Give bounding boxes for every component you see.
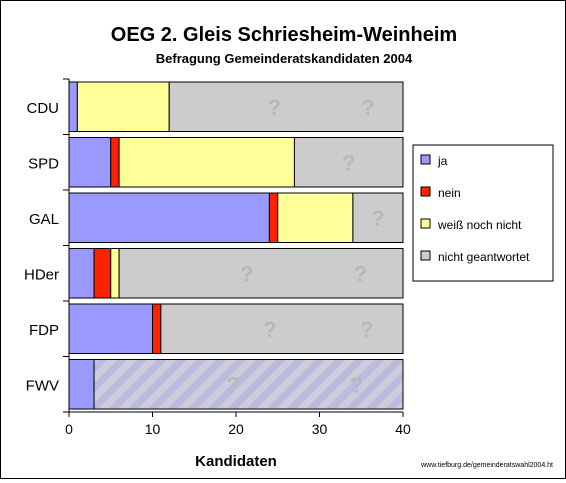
bar-gal-nein [268, 192, 279, 243]
bar-gal-nicht-geantwortet [352, 192, 404, 243]
category-label-hder: HDer [24, 266, 59, 283]
category-label-gal: GAL [29, 211, 59, 228]
unanswered-marker: ? [371, 206, 384, 231]
bar-hder-weiss-noch-nicht [110, 248, 120, 299]
bar-hder-nicht-geantwortet [118, 248, 404, 299]
legend-label-nicht-geantwortet: nicht geantwortet [438, 250, 530, 264]
bar-fdp-nein [152, 303, 162, 354]
bar-gal-ja [68, 192, 270, 243]
bar-spd-nein [110, 137, 120, 188]
unanswered-marker: ? [360, 317, 373, 342]
bar-spd-ja [68, 137, 112, 188]
bar-fwv-ja [68, 359, 95, 410]
unanswered-marker: ? [350, 372, 363, 397]
x-tick-label: 40 [395, 421, 411, 437]
category-label-cdu: CDU [27, 100, 60, 117]
bar-hder-nein [93, 248, 112, 299]
bar-cdu-nicht-geantwortet [168, 81, 404, 132]
category-label-fdp: FDP [29, 322, 59, 339]
unanswered-marker: ? [354, 261, 367, 286]
unanswered-marker: ? [342, 150, 355, 175]
legend-swatch-nicht-geantwortet [420, 250, 431, 261]
chart-subtitle: Befragung Gemeinderatskandidaten 2004 [156, 51, 413, 66]
legend-label-ja: ja [437, 154, 448, 168]
unanswered-marker: ? [226, 372, 239, 397]
unanswered-marker: ? [361, 95, 374, 120]
legend-swatch-weiss-noch-nicht [420, 218, 431, 229]
unanswered-marker: ? [268, 95, 281, 120]
legend-label-weiss-noch-nicht: weiß noch nicht [437, 218, 522, 232]
bar-fdp-nicht-geantwortet [160, 303, 404, 354]
bar-fdp-ja [68, 303, 153, 354]
bar-cdu-weiss-noch-nicht [76, 81, 170, 132]
category-label-spd: SPD [28, 155, 59, 172]
legend-swatch-nein [420, 186, 431, 197]
bar-fwv-nicht-geantwortet [93, 359, 404, 410]
legend: ja nein weiß noch nicht nicht geantwortet [412, 144, 554, 282]
bar-gal-weiss-noch-nicht [277, 192, 354, 243]
legend-swatch-ja [420, 154, 431, 165]
unanswered-marker: ? [240, 261, 253, 286]
bar-cdu-ja [68, 81, 78, 132]
legend-label-nein: nein [438, 186, 461, 200]
x-tick-label: 20 [228, 421, 244, 437]
x-tick-label: 0 [65, 421, 73, 437]
x-tick-label: 30 [312, 421, 328, 437]
category-label-fwv: FWV [26, 377, 59, 394]
x-tick-label: 10 [145, 421, 161, 437]
x-axis-label: Kandidaten [195, 453, 277, 470]
bar-spd-nicht-geantwortet [293, 137, 404, 188]
bar-spd-weiss-noch-nicht [118, 137, 295, 188]
chart-title: OEG 2. Gleis Schriesheim-Weinheim [111, 24, 457, 46]
bar-hder-ja [68, 248, 95, 299]
legend-box [412, 144, 554, 282]
source-note: www.tiefburg.de/gemeinderatswahl2004.ht [420, 462, 553, 469]
unanswered-marker: ? [263, 317, 276, 342]
plot-area: ? ? CDU? SPD? GAL? ? HDer? ? FDP? ? FWV 0 10 20 30 40 [24, 78, 411, 437]
plot-background [69, 79, 403, 412]
